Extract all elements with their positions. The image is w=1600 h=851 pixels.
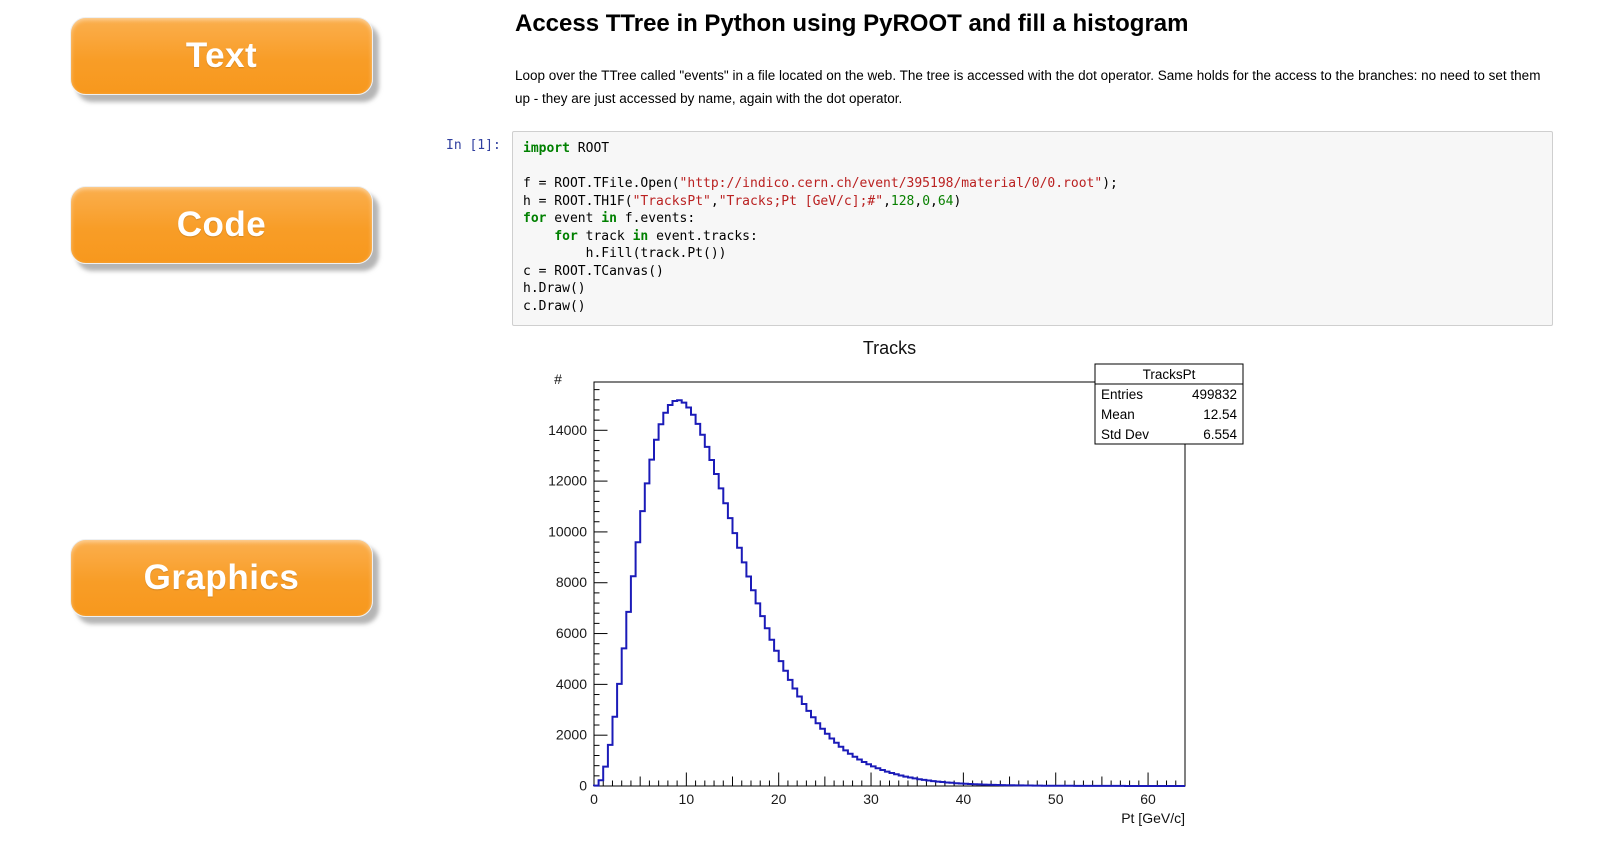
code-line: c = ROOT.TCanvas() <box>523 263 664 279</box>
y-tick-label: 4000 <box>556 676 587 692</box>
stats-row-label: Mean <box>1101 407 1135 422</box>
cell-prompt: In [1]: <box>446 138 501 153</box>
x-tick-label: 10 <box>679 791 695 807</box>
code-line: for event in f.events: <box>523 211 696 226</box>
x-axis-title: Pt [GeV/c] <box>1121 810 1185 826</box>
annotation-label-text-caption: Text <box>185 36 258 75</box>
notebook-heading: Access TTree in Python using PyROOT and … <box>515 10 1189 37</box>
x-tick-label: 50 <box>1048 791 1064 807</box>
notebook-description: Loop over the TTree called "events" in a… <box>515 68 1541 106</box>
code-line: c.Draw() <box>523 298 586 314</box>
stats-row-label: Std Dev <box>1101 427 1149 442</box>
y-tick-label: 2000 <box>556 727 587 743</box>
y-tick-label: 0 <box>579 778 587 794</box>
annotation-label-graphics: Graphics <box>70 539 373 617</box>
code-line: for track in event.tracks: <box>554 228 758 244</box>
annotation-label-code-caption: Code <box>176 205 267 244</box>
y-tick-label: 10000 <box>548 523 587 539</box>
y-tick-label: 6000 <box>556 625 587 641</box>
y-axis-title: # <box>554 371 562 387</box>
annotation-label-code: Code <box>70 186 373 264</box>
plot-frame <box>593 381 1186 787</box>
code-line: h.Fill(track.Pt()) <box>523 246 727 261</box>
histogram-curve <box>593 399 1185 787</box>
code-line: f = ROOT.TFile.Open("http://indico.cern.… <box>523 176 1118 191</box>
code-line: h.Draw() <box>523 281 586 296</box>
annotation-label-text: Text <box>70 17 373 95</box>
stats-row-value: 6.554 <box>1203 427 1237 442</box>
code-line: h = ROOT.TH1F("TracksPt","Tracks;Pt [GeV… <box>523 193 962 209</box>
stats-row-label: Entries <box>1101 387 1143 402</box>
code-line: import ROOT <box>523 141 610 156</box>
stats-box <box>1094 363 1244 445</box>
stats-title: TracksPt <box>1143 367 1196 382</box>
x-tick-label: 40 <box>956 791 972 807</box>
histogram-plot: 0 10 20 30 40 50 60 0 2000 4000 6000 8000 10000 12000… <box>518 332 1258 851</box>
x-tick-label: 20 <box>771 791 787 807</box>
x-tick-label: 0 <box>590 791 598 807</box>
x-tick-label: 30 <box>863 791 879 807</box>
stats-row-value: 12.54 <box>1203 407 1237 422</box>
code-line <box>523 158 1542 176</box>
annotation-label-graphics-caption: Graphics <box>143 558 300 597</box>
x-tick-label: 60 <box>1140 791 1156 807</box>
plot-title: Tracks <box>863 338 916 358</box>
y-tick-label: 8000 <box>556 574 587 590</box>
y-tick-label: 12000 <box>548 473 587 489</box>
stats-row-value: 499832 <box>1192 387 1237 402</box>
y-tick-label: 14000 <box>548 422 587 438</box>
code-editor[interactable]: import ROOT f = ROOT.TFile.Open("http://… <box>512 131 1553 326</box>
